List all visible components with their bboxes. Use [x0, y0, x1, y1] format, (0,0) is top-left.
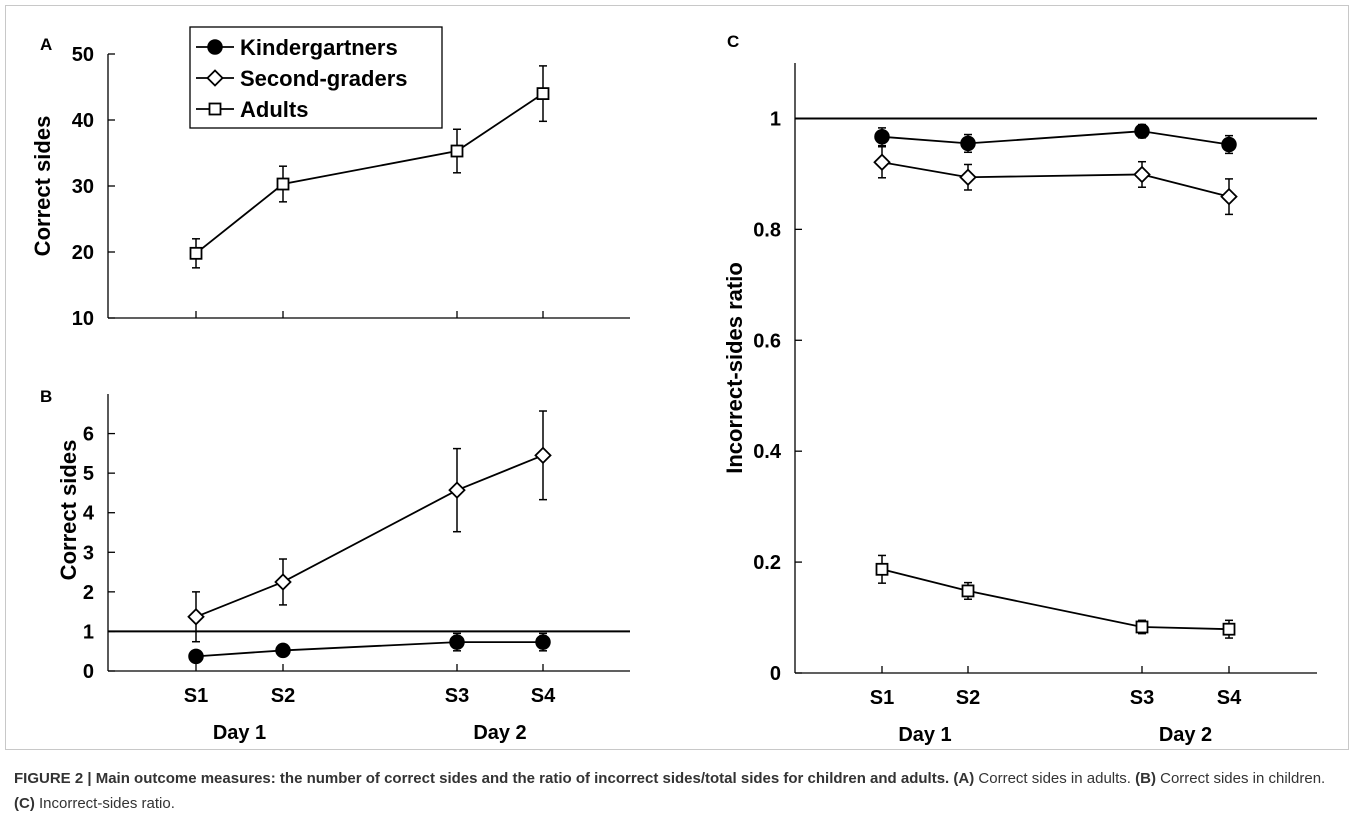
- caption-c-text: Incorrect-sides ratio.: [34, 795, 175, 812]
- panel-c-series-adults-line: [881, 568, 1230, 631]
- panel-a-y-tick-label: 30: [72, 176, 94, 198]
- panel-b-letter: B: [40, 387, 52, 406]
- panel-c-y-tick-label: 0.6: [753, 330, 781, 352]
- panel-a-series-adults-point: [276, 177, 290, 191]
- legend-marker-kindergartners: [207, 39, 223, 55]
- panel-c-series-kindergartners-point: [1221, 136, 1237, 153]
- panel-b-y-tick-label: 0: [83, 661, 94, 683]
- panel-a-series-adults-line: [195, 92, 544, 255]
- panel-b-x-tick-label: S4: [531, 685, 556, 707]
- panel-c-series-second-graders-point: [959, 168, 977, 187]
- panel-c-series-kindergartners-point: [960, 135, 976, 152]
- panel-b-series-kindergartners-point: [449, 634, 465, 650]
- panel-a-y-tick-label: 20: [72, 242, 94, 264]
- panel-a-y-label: Correct sides: [30, 116, 55, 257]
- panel-c-letter: C: [727, 32, 739, 51]
- panel-a-y-tick-label: 50: [72, 44, 94, 66]
- panel-b-series-second-graders-line: [195, 454, 544, 618]
- panel-c-y-tick-label: 0: [770, 663, 781, 685]
- panel-c-series-adults-point: [1135, 620, 1149, 634]
- panel-c-series-second-graders-point: [1133, 165, 1151, 184]
- panel-c-series-second-graders-point: [1220, 187, 1238, 206]
- panel-c-day-label: Day 2: [1159, 724, 1212, 746]
- legend-entry-second-graders: Second-graders: [240, 66, 408, 91]
- panel-b-series-second-graders-point: [187, 608, 205, 626]
- panel-c-series-kindergartners-point: [874, 129, 890, 145]
- legend: Kindergartners Second-graders Adults: [189, 26, 443, 129]
- panel-a-y-tick-label: 40: [72, 110, 94, 132]
- panel-a-letter: A: [40, 35, 52, 54]
- panel-a-series-adults: [189, 65, 550, 269]
- legend-marker-second-graders: [206, 69, 224, 87]
- panel-c-x-tick-label: S2: [956, 687, 980, 709]
- caption-a-label: (A): [953, 770, 975, 787]
- caption-b-text: Correct sides in children.: [1155, 770, 1326, 787]
- panel-b: B 0 1 2 3 4 5 6 S1 S2 S3 S4 Day 1 Day 2 Correct sides: [40, 387, 630, 744]
- caption-a-text: Correct sides in adults.: [974, 770, 1136, 787]
- panel-c-series-adults-point: [875, 562, 889, 576]
- panel-a-series-adults-point: [450, 144, 464, 158]
- panel-b-series-kindergartners-point: [188, 648, 204, 665]
- panel-c-series-adults: [875, 554, 1236, 639]
- panel-b-y-tick-label: 6: [83, 424, 94, 446]
- panel-b-y-label: Correct sides: [56, 440, 81, 581]
- panel-c-series-adults-point: [961, 584, 975, 598]
- panel-b-x-tick-label: S2: [271, 685, 295, 707]
- panel-b-series-second-graders-point: [534, 446, 552, 465]
- panel-c: C 0 0.2 0.4 0.6 0.8 1 S1 S2 S3 S4 Day 1 Day 2 Incorre…: [722, 32, 1317, 746]
- caption-c-label: (C): [14, 795, 35, 812]
- figure-caption: FIGURE 2 | Main outcome measures: the nu…: [14, 766, 1344, 816]
- legend-marker-adults: [208, 102, 222, 116]
- panel-c-y-tick-label: 1: [770, 108, 781, 130]
- panel-c-series-kindergartners: [874, 123, 1237, 155]
- panel-a: A 10 20 30 40 50 Correct sides Kindergartners Se…: [30, 26, 630, 330]
- panel-c-y-label: Incorrect-sides ratio: [722, 262, 747, 474]
- legend-entry-kindergartners: Kindergartners: [240, 35, 398, 60]
- panel-b-series-second-graders: [187, 410, 552, 643]
- legend-entry-adults: Adults: [240, 97, 308, 122]
- panel-c-series-second-graders-line: [881, 161, 1230, 198]
- panel-b-day-label: Day 1: [213, 722, 266, 744]
- panel-b-y-tick-label: 4: [83, 503, 95, 525]
- panel-c-x-tick-label: S1: [870, 687, 894, 709]
- panel-c-x-tick-label: S3: [1130, 687, 1154, 709]
- panel-b-series-second-graders-point: [274, 573, 292, 591]
- panel-b-x-tick-label: S3: [445, 685, 469, 707]
- panel-c-series-kindergartners-line: [881, 130, 1230, 146]
- panel-b-y-tick-label: 5: [83, 463, 94, 485]
- panel-c-day-label: Day 1: [898, 724, 951, 746]
- panel-c-series-kindergartners-point: [1134, 123, 1150, 139]
- panel-b-series-kindergartners: [188, 632, 551, 665]
- panel-b-y-tick-label: 2: [83, 582, 94, 604]
- panel-b-x-tick-label: S1: [184, 685, 208, 707]
- panel-b-series-kindergartners-point: [275, 642, 291, 659]
- caption-b-label: (B): [1135, 770, 1156, 787]
- panel-c-y-tick-label: 0.8: [753, 219, 781, 241]
- panel-c-y-tick-label: 0.4: [753, 441, 782, 463]
- panel-b-series-kindergartners-line: [195, 641, 543, 658]
- caption-figure-label: FIGURE 2 | Main outcome measures: the nu…: [14, 770, 950, 787]
- panel-a-series-adults-point: [536, 87, 550, 100]
- panel-c-y-tick-label: 0.2: [753, 552, 781, 574]
- panel-b-y-tick-label: 1: [83, 621, 94, 643]
- panel-c-series-adults-point: [1222, 622, 1236, 636]
- panel-c-series-second-graders: [873, 145, 1238, 216]
- panel-b-series-second-graders-point: [448, 481, 466, 499]
- panel-c-series-second-graders-point: [873, 153, 891, 172]
- figure-frame: [5, 5, 1349, 750]
- panel-a-y-tick-label: 10: [72, 308, 94, 330]
- panel-a-series-adults-point: [189, 246, 203, 260]
- panel-b-series-kindergartners-point: [535, 634, 551, 650]
- panel-b-y-tick-label: 3: [83, 542, 94, 564]
- panel-c-x-tick-label: S4: [1217, 687, 1242, 709]
- panel-b-day-label: Day 2: [473, 722, 526, 744]
